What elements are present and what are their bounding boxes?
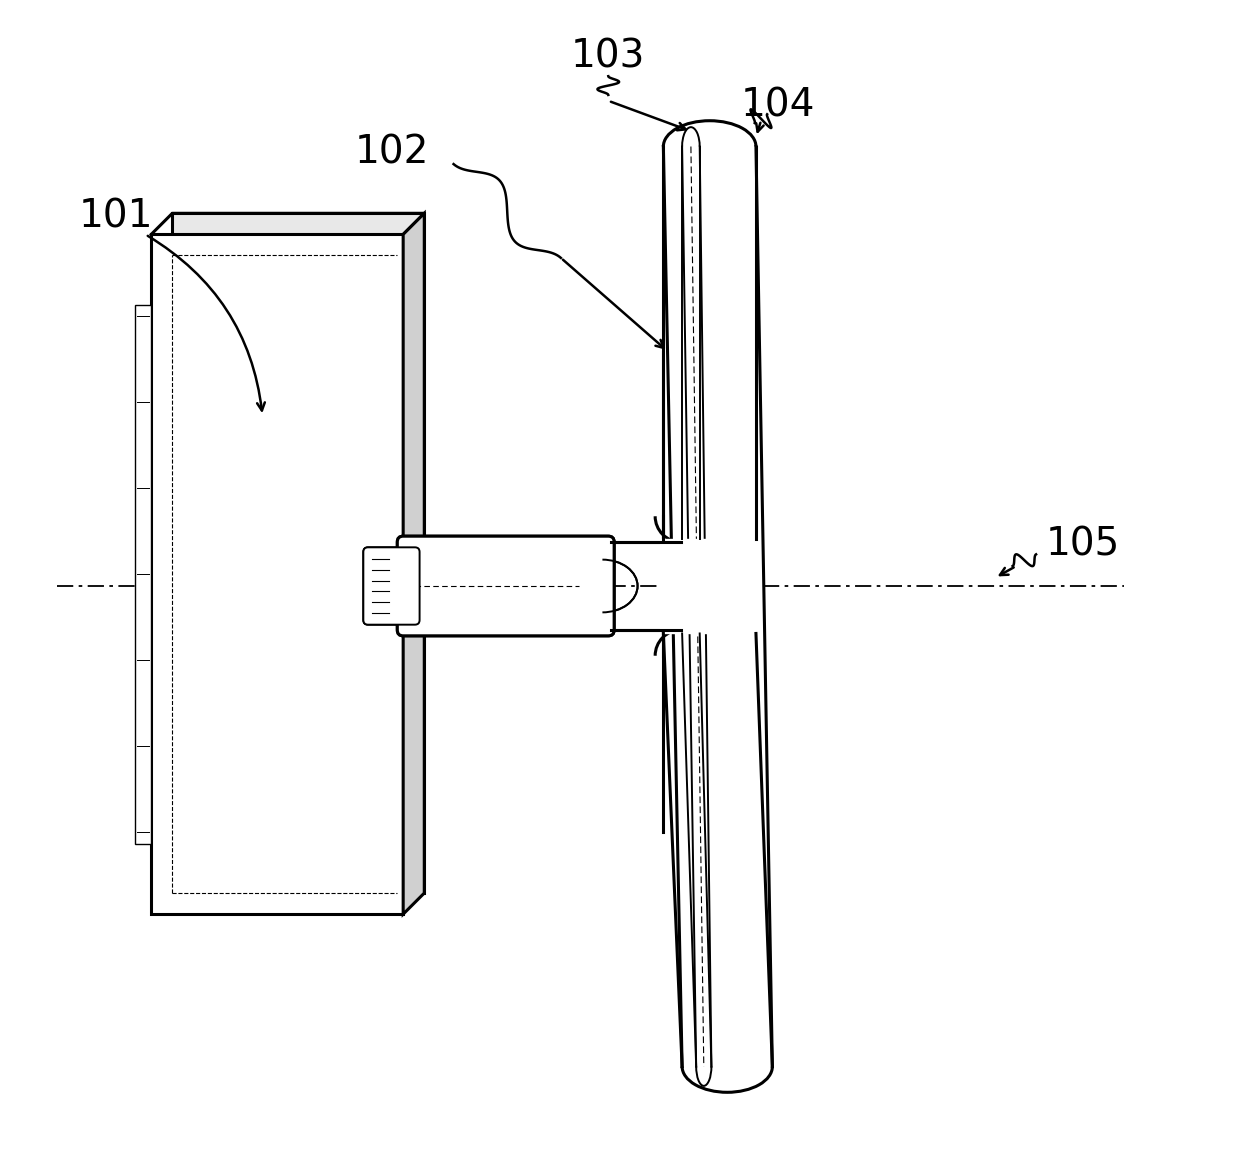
- FancyBboxPatch shape: [397, 537, 614, 635]
- Polygon shape: [135, 305, 151, 844]
- Polygon shape: [172, 213, 424, 893]
- FancyBboxPatch shape: [397, 537, 614, 635]
- FancyBboxPatch shape: [363, 547, 419, 625]
- Polygon shape: [151, 234, 403, 914]
- Text: 104: 104: [742, 87, 816, 124]
- FancyBboxPatch shape: [363, 547, 419, 625]
- Text: 105: 105: [1045, 526, 1120, 564]
- Text: 101: 101: [79, 198, 154, 236]
- Polygon shape: [403, 213, 424, 914]
- Text: 103: 103: [572, 38, 646, 75]
- Text: 102: 102: [355, 134, 429, 171]
